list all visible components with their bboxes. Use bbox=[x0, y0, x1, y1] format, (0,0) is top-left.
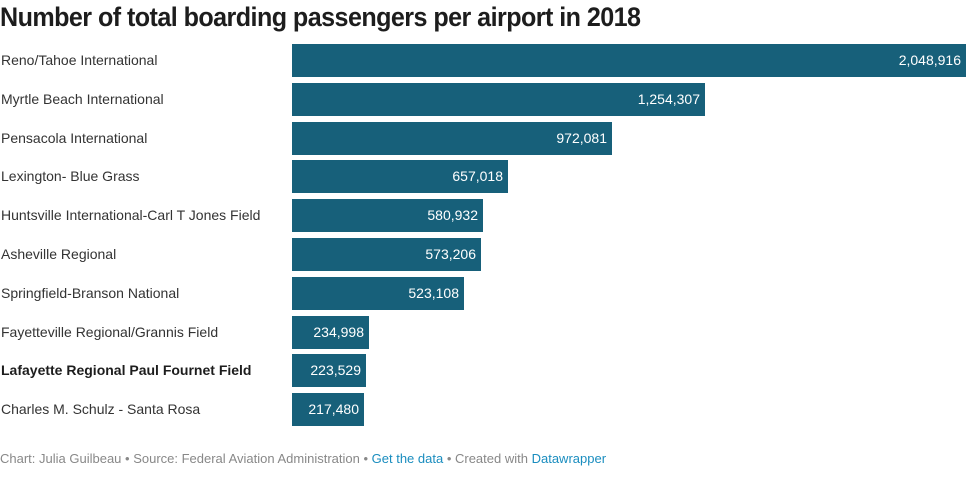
category-label: Pensacola International bbox=[1, 129, 148, 146]
category-label: Reno/Tahoe International bbox=[1, 52, 158, 68]
bar-value-label: 972,081 bbox=[556, 129, 607, 146]
bar bbox=[292, 121, 612, 155]
chart-footer: Chart: Julia Guilbeau • Source: Federal … bbox=[0, 451, 606, 466]
separator: • bbox=[359, 451, 372, 466]
bar-value-label: 573,206 bbox=[425, 246, 476, 262]
bar-value-label: 580,932 bbox=[427, 207, 478, 224]
category-label: Myrtle Beach International bbox=[1, 90, 164, 107]
chart-title: Number of total boarding passengers per … bbox=[0, 2, 641, 32]
get-the-data-link[interactable]: Get the data bbox=[371, 451, 444, 466]
bar-value-label: 2,048,916 bbox=[898, 52, 961, 68]
bar bbox=[292, 199, 483, 233]
bar-value-label: 657,018 bbox=[452, 168, 503, 185]
bar bbox=[292, 276, 464, 310]
category-label: Asheville Regional bbox=[1, 246, 117, 262]
bar bbox=[292, 82, 705, 116]
created-with-text: Created with bbox=[454, 451, 528, 466]
category-label: Lafayette Regional Paul Fournet Field bbox=[1, 362, 252, 379]
separator: • bbox=[121, 451, 134, 466]
category-label: Lexington- Blue Grass bbox=[1, 168, 140, 185]
bar bbox=[292, 238, 481, 271]
separator: • bbox=[443, 451, 455, 466]
category-label: Fayetteville Regional/Grannis Field bbox=[1, 323, 219, 340]
bar bbox=[292, 393, 364, 427]
bar bbox=[292, 160, 508, 194]
category-label: Springfield-Branson National bbox=[1, 284, 180, 301]
bar-value-label: 234,998 bbox=[313, 323, 364, 340]
bar bbox=[292, 354, 366, 388]
bar-value-label: 217,480 bbox=[308, 401, 359, 418]
bar-value-label: 223,529 bbox=[310, 362, 361, 379]
bar bbox=[292, 315, 369, 349]
datawrapper-link[interactable]: Datawrapper bbox=[531, 451, 607, 466]
bar-value-label: 523,108 bbox=[408, 284, 459, 301]
chart-credit: Chart: Julia Guilbeau bbox=[0, 451, 122, 466]
category-label: Charles M. Schulz - Santa Rosa bbox=[1, 401, 201, 418]
source-text: Source: Federal Aviation Administration bbox=[133, 451, 360, 466]
category-label: Huntsville International-Carl T Jones Fi… bbox=[1, 207, 261, 224]
bar-value-label: 1,254,307 bbox=[637, 90, 700, 107]
bar bbox=[292, 44, 966, 77]
bar-chart: Reno/Tahoe International 2,048,916 Myrtle … bbox=[0, 40, 967, 435]
